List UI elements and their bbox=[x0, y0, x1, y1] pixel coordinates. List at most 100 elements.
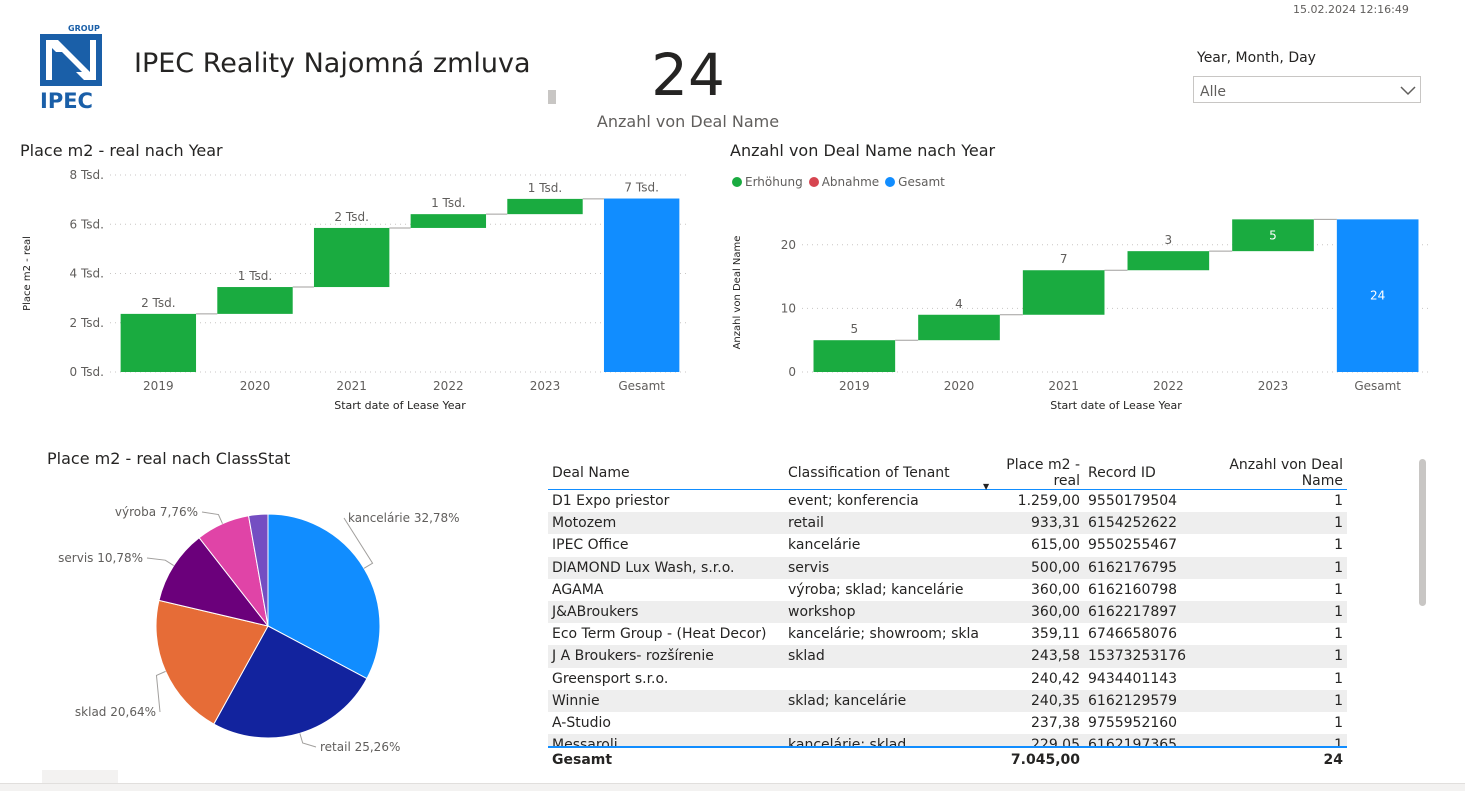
table-row[interactable]: Greensport s.r.o. 240,42 9434401143 1 bbox=[548, 668, 1347, 690]
cell-count: 1 bbox=[1186, 556, 1347, 579]
data-label: 1 Tsd. bbox=[238, 269, 272, 283]
cell-count: 1 bbox=[1186, 645, 1347, 668]
column-header-count[interactable]: Anzahl von Deal Name bbox=[1229, 457, 1343, 489]
resize-handle[interactable] bbox=[548, 90, 556, 104]
pie-slice-servis bbox=[158, 536, 270, 627]
cell-deal-name: Winnie bbox=[548, 689, 784, 712]
x-tick-label: 2022 bbox=[433, 379, 464, 393]
cell-deal-name: Eco Term Group - (Heat Decor) bbox=[552, 626, 767, 643]
waterfall-chart-count[interactable]: 0 10 20 2019 5 2020 4 2021 7 2022 3 2023 5 Gesamt 24 St… bbox=[720, 195, 1440, 420]
cell-record-id: 9434401143 bbox=[1088, 670, 1178, 687]
table-row[interactable]: A-Studio 237,38 9755952160 1 bbox=[548, 712, 1347, 734]
pie-slice-sklad bbox=[155, 599, 269, 725]
bar-2021 bbox=[313, 227, 390, 288]
cell-deal-name: IPEC Office bbox=[552, 537, 629, 554]
pie-slice-other bbox=[247, 513, 269, 627]
bar-2020 bbox=[217, 287, 293, 314]
cell-classification: kancelárie; showroom; sklad bbox=[788, 626, 979, 643]
table-row[interactable]: Eco Term Group - (Heat Decor) kancelárie;… bbox=[548, 623, 1347, 645]
table-row[interactable]: DIAMOND Lux Wash, s.r.o. servis 500,00 6162… bbox=[548, 556, 1347, 579]
table-body-viewport[interactable]: D1 Expo priestor event; konferencia 1.259,… bbox=[548, 490, 1347, 746]
cell-count: 1 bbox=[1334, 714, 1343, 731]
table-row[interactable]: AGAMA výroba; sklad; kancelárie 360,00 6162… bbox=[548, 579, 1347, 601]
y-tick-label: 0 bbox=[788, 365, 796, 379]
legend-item-increase[interactable]: Erhöhung bbox=[732, 175, 803, 189]
cell-place: 229,05 bbox=[979, 734, 1084, 746]
table-row[interactable]: J A Broukers- rozšírenie sklad 243,58 15373… bbox=[548, 645, 1347, 668]
cell-record-id: 6154252622 bbox=[1084, 512, 1186, 535]
bar-Gesamt bbox=[603, 198, 680, 372]
cell-count: 1 bbox=[1334, 670, 1343, 687]
pie-label: sklad 20,64% bbox=[75, 705, 156, 719]
bar-2019 bbox=[813, 340, 896, 372]
legend-item-total[interactable]: Gesamt bbox=[885, 175, 945, 189]
y-tick-label: 20 bbox=[781, 238, 796, 252]
y-tick-label: 4 Tsd. bbox=[70, 267, 104, 281]
cell-classification: sklad bbox=[784, 645, 979, 668]
cell-classification: event; konferencia bbox=[788, 493, 919, 510]
leader-line bbox=[299, 733, 317, 748]
table-row[interactable]: Motozem retail 933,31 6154252622 1 bbox=[548, 512, 1347, 535]
x-tick-label: 2023 bbox=[530, 379, 561, 393]
slicer-title: Year, Month, Day bbox=[1197, 50, 1316, 66]
total-count: 24 bbox=[1186, 746, 1347, 772]
y-tick-label: 6 Tsd. bbox=[70, 217, 104, 231]
leader-line bbox=[155, 670, 166, 713]
chart-legend: Erhöhung Abnahme Gesamt bbox=[732, 175, 945, 189]
logo-group-text: GROUP bbox=[68, 24, 100, 33]
cell-deal-name: Motozem bbox=[548, 512, 784, 535]
data-label: 2 Tsd. bbox=[141, 296, 175, 310]
column-header-classification[interactable]: Classification of Tenant bbox=[788, 465, 950, 481]
kpi-value: 24 bbox=[651, 41, 725, 109]
cell-count: 1 bbox=[1334, 581, 1343, 598]
x-tick-label: 2020 bbox=[944, 379, 975, 393]
column-header-record-id[interactable]: Record ID bbox=[1088, 465, 1156, 481]
data-label: 7 bbox=[1060, 252, 1068, 266]
table-row[interactable]: Winnie sklad; kancelárie 240,35 6162129579 1 bbox=[548, 689, 1347, 712]
date-slicer-dropdown[interactable] bbox=[1193, 76, 1421, 103]
bar-Gesamt bbox=[1336, 219, 1419, 372]
data-label: 1 Tsd. bbox=[528, 181, 562, 195]
table-row[interactable]: Messaroli kancelárie; sklad 229,05 61621973… bbox=[548, 734, 1347, 746]
table-row[interactable]: D1 Expo priestor event; konferencia 1.259,… bbox=[548, 490, 1347, 512]
pie-label: retail 25,26% bbox=[320, 740, 400, 754]
cell-classification bbox=[784, 712, 979, 734]
leader-line bbox=[201, 511, 223, 524]
column-header-place[interactable]: Place m2 - real ▼ bbox=[983, 457, 1080, 491]
page-tab-area[interactable] bbox=[42, 770, 118, 784]
table-row[interactable]: IPEC Office kancelárie 615,00 9550255467 1 bbox=[548, 534, 1347, 556]
cell-deal-name: D1 Expo priestor bbox=[552, 493, 670, 510]
cell-classification: výroba; sklad; kancelárie bbox=[788, 581, 964, 598]
pie-chart[interactable]: kancelárie 32,78% retail 25,26% sklad 20,6… bbox=[0, 480, 520, 780]
cell-place: 933,31 bbox=[979, 512, 1084, 535]
total-place: 7.045,00 bbox=[979, 746, 1084, 772]
chart-title-area: Place m2 - real nach Year bbox=[20, 141, 223, 160]
page-title: IPEC Reality Najomná zmluva bbox=[134, 48, 531, 79]
leader-line bbox=[343, 517, 374, 569]
chevron-down-icon[interactable] bbox=[1399, 82, 1417, 101]
cell-place: 615,00 bbox=[1031, 537, 1080, 554]
x-tick-label: 2023 bbox=[1258, 379, 1289, 393]
cell-record-id: 9755952160 bbox=[1088, 714, 1178, 731]
x-tick-label: Gesamt bbox=[1354, 379, 1401, 393]
cell-deal-name: DIAMOND Lux Wash, s.r.o. bbox=[548, 556, 784, 579]
kpi-label: Anzahl von Deal Name bbox=[596, 112, 780, 131]
sort-desc-icon[interactable]: ▼ bbox=[983, 482, 990, 491]
legend-dot bbox=[732, 177, 742, 187]
cell-count: 1 bbox=[1186, 512, 1347, 535]
cell-classification: workshop bbox=[784, 600, 979, 624]
x-tick-label: 2019 bbox=[143, 379, 174, 393]
cell-place: 1.259,00 bbox=[1017, 493, 1080, 510]
table-row[interactable]: J&ABroukers workshop 360,00 6162217897 1 bbox=[548, 600, 1347, 624]
legend-dot bbox=[808, 177, 819, 187]
cell-deal-name: A-Studio bbox=[552, 714, 611, 731]
cell-record-id: 9550179504 bbox=[1088, 493, 1178, 510]
cell-deal-name: AGAMA bbox=[552, 581, 604, 598]
bar-2021 bbox=[1022, 270, 1105, 315]
legend-item-decrease[interactable]: Abnahme bbox=[808, 175, 879, 189]
pie-label: výroba 7,76% bbox=[115, 505, 198, 519]
waterfall-chart-area[interactable]: 0 Tsd. 2 Tsd. 4 Tsd. 6 Tsd. 8 Tsd. 2019 2 Tsd.… bbox=[0, 160, 700, 420]
table-scrollbar[interactable] bbox=[1419, 459, 1426, 606]
leader-line bbox=[146, 557, 174, 566]
column-header-deal-name[interactable]: Deal Name bbox=[552, 465, 630, 481]
